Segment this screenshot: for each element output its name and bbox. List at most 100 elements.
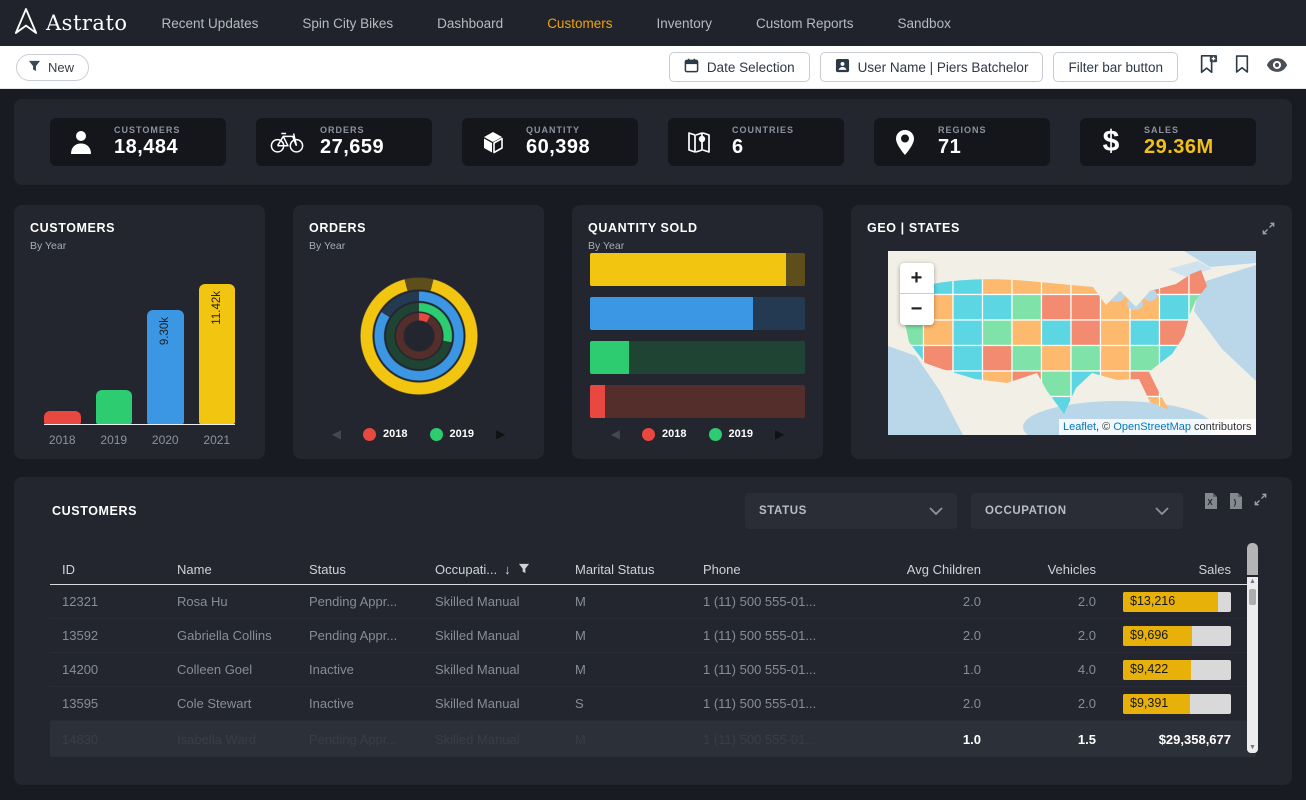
kpi-value: 60,398	[526, 136, 590, 159]
nav-item-sandbox[interactable]: Sandbox	[898, 16, 951, 31]
legend-item-2018[interactable]: 2018	[363, 428, 407, 441]
zoom-in-button[interactable]: +	[900, 263, 934, 294]
legend-label: 2018	[662, 428, 686, 440]
scrollbar-cap[interactable]	[1247, 543, 1258, 575]
cell-vehicles: 2.0	[991, 628, 1106, 643]
column-header-name[interactable]: Name	[165, 562, 297, 577]
new-filter-button[interactable]: New	[16, 54, 89, 81]
scrollbar-thumb[interactable]	[1249, 589, 1256, 605]
table-row[interactable]: 13595Cole StewartInactiveSkilled ManualS…	[50, 687, 1256, 721]
scrollbar-up-arrow[interactable]: ▲	[1249, 577, 1256, 587]
legend-prev-arrow[interactable]: ◀	[332, 428, 341, 440]
map-icon	[682, 129, 716, 155]
legend-dot	[430, 428, 443, 441]
bar-value-label: 9.30k	[159, 317, 171, 345]
kpi-panel: CUSTOMERS 18,484 ORDERS 27,659 QUANTITY …	[14, 99, 1292, 185]
expand-icon[interactable]	[1261, 221, 1276, 241]
chart-legend: ◀ 2018 2019 ▶	[309, 421, 528, 447]
bar-2019	[96, 390, 133, 424]
column-header-label: Avg Children	[907, 562, 981, 577]
table-scrollbar[interactable]: ▲ ▼	[1247, 543, 1258, 753]
export-file-icon[interactable]: )	[1228, 492, 1243, 515]
legend-item-2019[interactable]: 2019	[709, 428, 753, 441]
legend-next-arrow[interactable]: ▶	[775, 428, 784, 440]
column-header-label: Status	[309, 562, 346, 577]
bookmark-icon[interactable]	[1234, 54, 1250, 80]
donut-ring-2018	[360, 277, 478, 395]
nav-item-inventory[interactable]: Inventory	[656, 16, 712, 31]
kpi-quantity: QUANTITY 60,398	[462, 118, 638, 166]
nav-item-custom-reports[interactable]: Custom Reports	[756, 16, 854, 31]
column-header-marital-status[interactable]: Marital Status	[563, 562, 691, 577]
person-icon	[64, 129, 98, 155]
table-row[interactable]: 12321Rosa HuPending Appr...Skilled Manua…	[50, 585, 1256, 619]
cell-id: 12321	[50, 594, 165, 609]
nav-item-spin-city-bikes[interactable]: Spin City Bikes	[302, 16, 393, 31]
funnel-icon[interactable]	[518, 562, 530, 577]
ghost-cell-marital: M	[563, 732, 691, 747]
orders-chart-panel: ORDERS By Year ◀20182019▶	[293, 205, 544, 459]
status-filter-dropdown[interactable]: STATUS	[745, 493, 957, 529]
scrollbar-down-arrow[interactable]: ▼	[1249, 743, 1256, 753]
column-header-sales[interactable]: Sales	[1106, 562, 1241, 577]
x-tick-label: 2020	[147, 433, 184, 447]
bookmark-add-icon[interactable]	[1198, 54, 1218, 80]
legend-item-2019[interactable]: 2019	[430, 428, 474, 441]
date-selection-button[interactable]: Date Selection	[669, 52, 810, 82]
hbar-fill	[590, 297, 753, 330]
export-excel-icon[interactable]: X	[1203, 492, 1218, 515]
legend-item-2018[interactable]: 2018	[642, 428, 686, 441]
kpi-value: 6	[732, 136, 794, 159]
cell-status: Pending Appr...	[297, 628, 423, 643]
filter-bar-button[interactable]: Filter bar button	[1053, 52, 1178, 82]
donut-chart	[360, 277, 478, 395]
cell-avg_children: 2.0	[851, 696, 991, 711]
column-header-status[interactable]: Status	[297, 562, 423, 577]
zoom-out-button[interactable]: −	[900, 294, 934, 325]
nav-item-recent-updates[interactable]: Recent Updates	[162, 16, 259, 31]
sort-descending-icon[interactable]: ↓	[504, 562, 511, 577]
table-totals-row: 14830Isabella WardPending Appr...Skilled…	[50, 721, 1256, 757]
bar-2018	[44, 411, 81, 424]
nav-item-customers[interactable]: Customers	[547, 16, 612, 31]
column-header-phone[interactable]: Phone	[691, 562, 851, 577]
column-header-id[interactable]: ID	[50, 562, 165, 577]
map-zoom-control: + −	[900, 263, 934, 325]
table-row[interactable]: 13592Gabriella CollinsPending Appr...Ski…	[50, 619, 1256, 653]
eye-icon[interactable]	[1266, 57, 1288, 78]
hbar-fill	[590, 385, 605, 418]
legend-next-arrow[interactable]: ▶	[496, 428, 505, 440]
column-header-label: Marital Status	[575, 562, 654, 577]
astrato-logo-icon	[14, 7, 38, 40]
chart-title: GEO | STATES	[867, 221, 960, 235]
cell-phone: 1 (11) 500 555-01...	[691, 696, 851, 711]
kpi-customers: CUSTOMERS 18,484	[50, 118, 226, 166]
table-row[interactable]: 14200Colleen GoelInactiveSkilled ManualM…	[50, 653, 1256, 687]
column-header-vehicles[interactable]: Vehicles	[991, 562, 1106, 577]
nav-item-dashboard[interactable]: Dashboard	[437, 16, 503, 31]
charts-row: CUSTOMERS By Year 9.30k11.42k 2018201920…	[14, 205, 1292, 459]
kpi-countries: COUNTRIES 6	[668, 118, 844, 166]
osm-link[interactable]: OpenStreetMap	[1113, 421, 1191, 433]
expand-icon[interactable]	[1253, 492, 1268, 512]
occupation-filter-dropdown[interactable]: OCCUPATION	[971, 493, 1183, 529]
scrollbar-track[interactable]: ▲ ▼	[1247, 577, 1258, 753]
cell-id: 13595	[50, 696, 165, 711]
sales-value: $9,391	[1130, 696, 1168, 710]
column-header-occupati-[interactable]: Occupati...↓	[423, 562, 563, 577]
usa-choropleth	[888, 251, 1256, 435]
x-tick-label: 2021	[199, 433, 236, 447]
cell-status: Inactive	[297, 662, 423, 677]
legend-prev-arrow[interactable]: ◀	[611, 428, 620, 440]
column-header-avg-children[interactable]: Avg Children	[851, 562, 991, 577]
bar-chart: 9.30k11.42k	[44, 285, 235, 425]
leaflet-map[interactable]: + − Leaflet, © OpenStreetMap contributor…	[888, 251, 1256, 435]
nav-items: Recent Updates Spin City Bikes Dashboard Cu…	[162, 16, 951, 31]
astrato-logo[interactable]: Astrato	[14, 7, 128, 40]
user-name-button[interactable]: User Name | Piers Batchelor	[820, 52, 1044, 82]
cell-sales: $13,216	[1106, 592, 1241, 612]
kpi-value: 18,484	[114, 136, 180, 159]
kpi-label: ORDERS	[320, 125, 384, 135]
attribution-sep: , ©	[1096, 421, 1113, 433]
leaflet-link[interactable]: Leaflet	[1063, 421, 1096, 433]
